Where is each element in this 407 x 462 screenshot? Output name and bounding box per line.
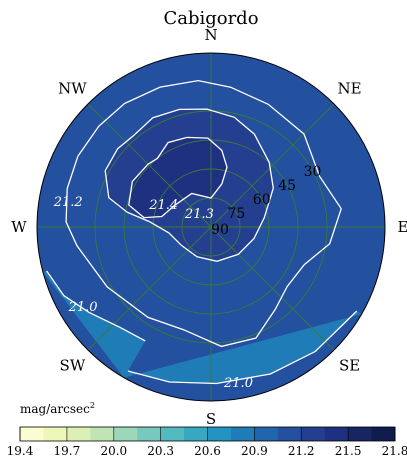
colorbar-swatch-15	[371, 427, 396, 441]
altitude-label-75: 75	[227, 206, 245, 222]
contour-21-0-line-3	[46, 270, 146, 342]
colorbar-swatch-8	[207, 427, 232, 441]
colorbar-swatch-3	[90, 427, 115, 441]
direction-ne: NE	[338, 79, 362, 97]
direction-s: S	[206, 410, 216, 428]
colorbar-tick-label-20-9: 20.9	[241, 444, 268, 458]
colorbar: mag/arcsec2 19.4 19.7 20.0 20.3 20.6 20.9 21.2…	[7, 401, 407, 458]
colorbar-ticks: 19.4 19.7 20.0 20.3 20.6 20.9 21.2 21.5 21.8	[7, 427, 407, 458]
direction-labels: N NE E SE S SW W NW	[11, 26, 407, 428]
horizon-circle	[36, 52, 386, 402]
contour-label-2: 21.2	[53, 195, 83, 210]
colorbar-swatch-7	[184, 427, 208, 441]
azimuth-line-se	[210, 226, 335, 351]
contour-label-0: 21.4	[148, 198, 178, 213]
contour-lines: 21.4 21.3 21.2 21.0 21.0	[46, 79, 358, 391]
direction-w: W	[11, 218, 27, 236]
polar-plot: 21.4 21.3 21.2 21.0 21.0	[37, 53, 385, 401]
colorbar-unit: mag/arcsec	[20, 402, 90, 416]
colorbar-swatch-9	[230, 427, 255, 441]
colorbar-swatch-6	[160, 427, 185, 441]
direction-sw: SW	[60, 357, 86, 375]
direction-e: E	[398, 218, 407, 236]
colorbar-swatch-5	[137, 427, 162, 441]
azimuth-line-nw	[87, 103, 212, 228]
colorbar-swatch-2	[66, 427, 91, 441]
colorbar-swatch-11	[277, 427, 302, 441]
colorbar-label: mag/arcsec2	[20, 401, 95, 416]
colorbar-unit-superscript: 2	[90, 401, 95, 410]
contour-21-4-line-0	[128, 136, 228, 219]
altitude-label-90: 90	[211, 222, 229, 238]
colorbar-swatch-12	[301, 427, 326, 441]
colorbar-swatch-10	[254, 427, 279, 441]
direction-n: N	[204, 26, 217, 44]
field-region-0	[42, 271, 146, 378]
azimuth-line-sw	[87, 226, 212, 351]
colorbar-tick-label-20-0: 20.0	[100, 444, 127, 458]
contour-21-2-line-2	[65, 79, 342, 348]
colorbar-tick-label-21-2: 21.2	[288, 444, 315, 458]
altitude-label-45: 45	[278, 178, 296, 194]
contour-21-3-line-1	[104, 108, 274, 262]
contour-21-0-line-4	[127, 310, 358, 385]
altitude-label-60: 60	[253, 192, 271, 208]
colorbar-tick-label-21-8: 21.8	[382, 444, 407, 458]
contour-label-4: 21.0	[223, 376, 253, 391]
colorbar-tick-label-19-7: 19.7	[54, 444, 81, 458]
colorbar-tick-label-20-3: 20.3	[147, 444, 174, 458]
colorbar-tick-label-19-4: 19.4	[7, 444, 34, 458]
contour-label-1: 21.3	[184, 207, 214, 222]
chart-title: Cabigordo	[163, 8, 258, 29]
direction-se: SE	[339, 357, 360, 375]
colorbar-swatch-14	[348, 427, 372, 441]
contour-label-3: 21.0	[68, 300, 98, 315]
colorbar-swatch-1	[43, 427, 68, 441]
colorbar-swatch-13	[324, 427, 349, 441]
direction-nw: NW	[58, 79, 87, 97]
azimuth-line-ne	[210, 103, 335, 228]
colorbar-swatch-4	[113, 427, 138, 441]
colorbar-tick-label-21-5: 21.5	[335, 444, 362, 458]
colorbar-tick-label-20-6: 20.6	[194, 444, 221, 458]
colorbar-swatch-0	[20, 427, 44, 441]
altitude-label-30: 30	[304, 164, 322, 180]
field-region-1	[124, 311, 362, 384]
field-region-3	[128, 137, 227, 218]
